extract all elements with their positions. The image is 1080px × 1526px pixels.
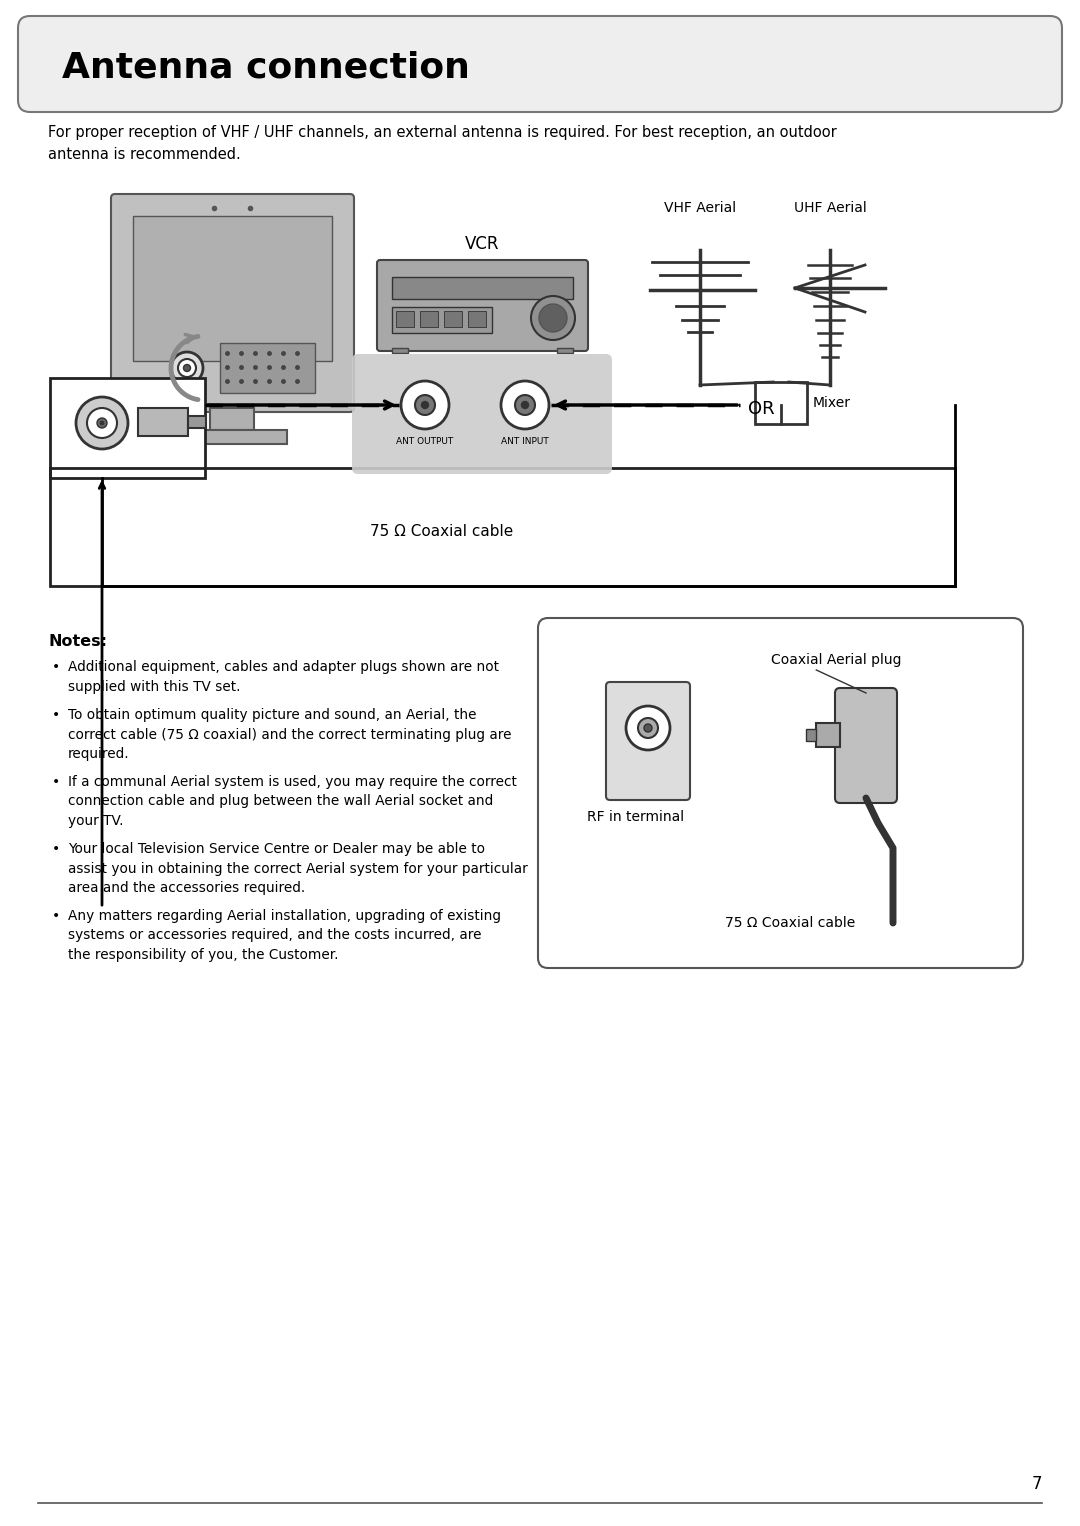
Bar [50,468,955,586]
Text: For proper reception of VHF / UHF channels, an external antenna is required. For: For proper reception of VHF / UHF channe… [48,125,837,162]
Text: ANT OUTPUT: ANT OUTPUT [396,436,454,446]
Circle shape [501,382,549,429]
Bar [444,311,462,327]
Circle shape [539,304,567,333]
Bar [806,729,816,742]
Bar [557,348,573,353]
Text: If a communal Aerial system is used, you may require the correct
connection cabl: If a communal Aerial system is used, you… [68,775,517,829]
Circle shape [644,723,652,732]
Bar [138,407,188,436]
Circle shape [415,395,435,415]
Text: VHF Aerial: VHF Aerial [664,201,737,215]
Circle shape [638,719,658,739]
Text: ANT INPUT: ANT INPUT [501,436,549,446]
Text: •: • [52,708,60,722]
FancyBboxPatch shape [606,682,690,800]
Circle shape [531,296,575,340]
Circle shape [87,407,117,438]
Text: •: • [52,775,60,789]
Circle shape [515,395,535,415]
Circle shape [626,707,670,749]
Bar [177,430,287,444]
Circle shape [178,359,195,377]
Text: VCR: VCR [464,235,499,253]
Circle shape [401,382,449,429]
Text: Coaxial Aerial plug: Coaxial Aerial plug [771,653,902,667]
Bar [220,343,315,394]
Text: Mixer: Mixer [813,397,851,410]
Text: 75 Ω Coaxial cable: 75 Ω Coaxial cable [725,916,855,929]
Text: 75 Ω Coaxial cable: 75 Ω Coaxial cable [370,525,514,540]
Text: •: • [52,909,60,923]
Bar [50,378,205,478]
Text: Additional equipment, cables and adapter plugs shown are not
supplied with this : Additional equipment, cables and adapter… [68,661,499,693]
Circle shape [522,401,528,409]
Text: •: • [52,661,60,674]
Circle shape [100,421,104,426]
Bar [392,278,573,299]
Circle shape [421,401,429,409]
Bar [210,407,254,430]
Circle shape [97,418,107,427]
FancyBboxPatch shape [377,259,588,351]
Text: 7: 7 [1031,1476,1042,1492]
Text: Notes:: Notes: [48,633,107,649]
Bar [188,417,206,427]
Circle shape [171,353,203,385]
Bar [392,307,492,333]
Bar [468,311,486,327]
Bar [396,311,414,327]
Text: OR: OR [748,400,774,418]
Text: To obtain optimum quality picture and sound, an Aerial, the
correct cable (75 Ω : To obtain optimum quality picture and so… [68,708,512,761]
Bar [392,348,408,353]
FancyBboxPatch shape [111,194,354,412]
Bar [755,382,807,424]
Bar [816,723,840,748]
Text: Your local Television Service Centre or Dealer may be able to
assist you in obta: Your local Television Service Centre or … [68,842,528,896]
Circle shape [76,397,129,449]
FancyBboxPatch shape [352,354,612,475]
Text: RF in terminal: RF in terminal [588,810,685,824]
Circle shape [184,365,190,371]
FancyBboxPatch shape [18,15,1062,111]
Text: UHF Aerial: UHF Aerial [794,201,866,215]
Bar [420,311,438,327]
FancyBboxPatch shape [835,688,897,803]
FancyBboxPatch shape [538,618,1023,967]
Text: •: • [52,842,60,856]
Text: Any matters regarding Aerial installation, upgrading of existing
systems or acce: Any matters regarding Aerial installatio… [68,909,501,961]
Bar [133,217,332,362]
Text: Antenna connection: Antenna connection [62,50,470,85]
